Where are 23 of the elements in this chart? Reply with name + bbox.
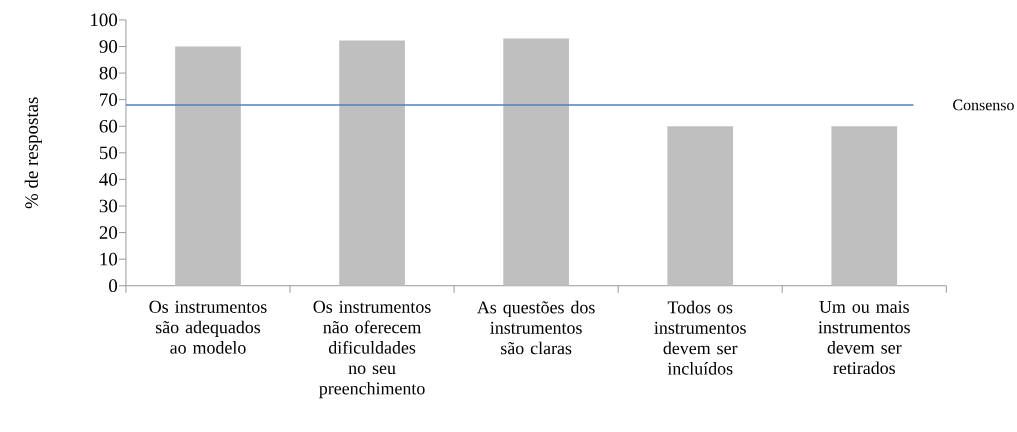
y-tick-label: 50 xyxy=(99,146,118,160)
ref-line-label: Consenso xyxy=(953,99,1014,111)
x-tick-label: Os instrumentos são adequados ao modelo xyxy=(149,300,267,354)
x-tick-label: Um ou mais instrumentos devem ser retirados xyxy=(818,300,910,375)
y-tick-label: 30 xyxy=(99,199,118,213)
x-tick-label: As questões dos instrumentos são claras xyxy=(477,300,595,355)
y-tick-label: 40 xyxy=(99,172,118,186)
y-tick-label: 0 xyxy=(109,279,118,293)
x-tick-label: Os instrumentos não oferecem dificuldades no seu preenchimento xyxy=(313,300,431,399)
bar xyxy=(339,40,405,286)
y-tick-label: 70 xyxy=(100,93,118,107)
y-tick-label: 60 xyxy=(99,119,118,133)
y-tick-label: 100 xyxy=(91,13,118,27)
y-tick-label: 10 xyxy=(100,252,118,266)
y-tick-label: 80 xyxy=(99,66,118,80)
bar xyxy=(667,126,734,286)
y-tick-label: 20 xyxy=(99,226,118,239)
bar xyxy=(503,38,569,286)
bar xyxy=(831,126,898,286)
y-tick-label: 90 xyxy=(99,40,118,53)
y-axis-title: % de respostas xyxy=(24,97,42,209)
bar xyxy=(175,46,241,286)
x-tick-label: Todos os instrumentos devem ser incluídos xyxy=(654,300,746,375)
